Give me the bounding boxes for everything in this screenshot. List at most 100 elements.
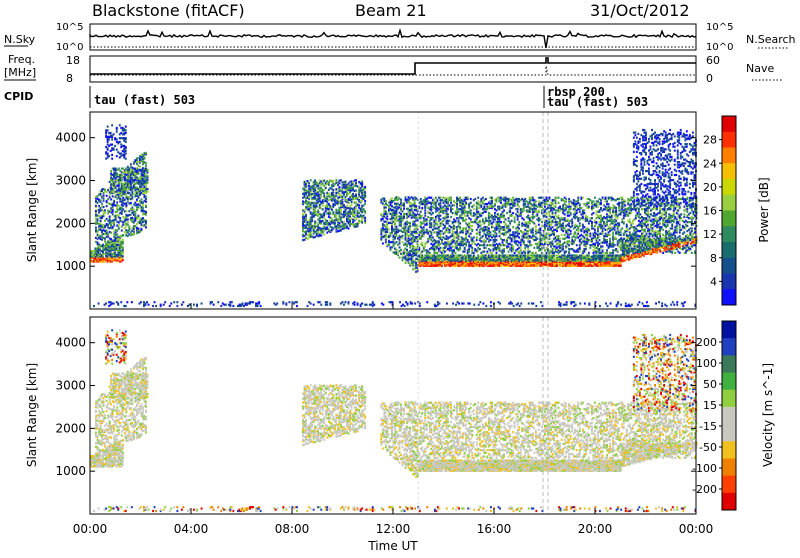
power-cell bbox=[455, 252, 457, 254]
freq-panel-frame bbox=[90, 56, 696, 82]
power-cell bbox=[314, 179, 316, 181]
power-cell bbox=[100, 244, 102, 246]
power-cell bbox=[399, 239, 401, 241]
freq-tick-bottom: 8 bbox=[66, 72, 73, 85]
power-cell bbox=[122, 259, 124, 261]
power-cell bbox=[144, 156, 146, 158]
power-cell bbox=[505, 234, 507, 236]
power-cell bbox=[465, 227, 467, 229]
power-cell bbox=[518, 206, 520, 208]
power-cell bbox=[131, 217, 133, 219]
power-cell bbox=[145, 205, 147, 207]
power-cell bbox=[131, 192, 133, 194]
power-cell bbox=[435, 218, 437, 220]
power-cell bbox=[111, 138, 113, 140]
power-cell bbox=[473, 252, 475, 254]
power-cell bbox=[403, 215, 405, 217]
power-cell bbox=[527, 215, 529, 217]
power-cell bbox=[118, 168, 120, 170]
power-cell bbox=[518, 236, 520, 238]
power-cell bbox=[470, 212, 472, 214]
power-cell bbox=[400, 199, 402, 201]
power-cell bbox=[111, 158, 113, 160]
power-cell bbox=[503, 248, 505, 250]
power-cell bbox=[103, 194, 105, 196]
nsearch-tick-bottom: 10^0 bbox=[706, 42, 733, 53]
power-cell bbox=[430, 231, 432, 233]
power-cell bbox=[323, 193, 325, 195]
beam-title: Beam 21 bbox=[355, 1, 427, 20]
power-cell bbox=[100, 220, 102, 222]
power-cell bbox=[361, 180, 363, 182]
power-cell bbox=[447, 222, 449, 224]
power-cell bbox=[118, 224, 120, 226]
power-cell bbox=[447, 213, 449, 215]
power-cell bbox=[421, 215, 423, 217]
power-cell bbox=[122, 239, 124, 241]
power-cell bbox=[114, 145, 116, 147]
power-cell bbox=[436, 222, 438, 224]
power-cell bbox=[128, 226, 130, 228]
power-cell bbox=[440, 197, 442, 199]
power-cell bbox=[409, 222, 411, 224]
power-cell bbox=[147, 169, 149, 171]
power-cell bbox=[364, 217, 366, 219]
power-cell bbox=[517, 211, 519, 213]
power-cell bbox=[432, 236, 434, 238]
power-cell bbox=[479, 248, 481, 250]
power-cell bbox=[447, 216, 449, 218]
power-cell bbox=[409, 228, 411, 230]
power-cell bbox=[138, 173, 140, 175]
power-cell bbox=[415, 205, 417, 207]
power-cell bbox=[119, 124, 121, 126]
power-cell bbox=[420, 198, 422, 200]
power-cell bbox=[532, 231, 534, 233]
power-cell bbox=[386, 218, 388, 220]
power-cell bbox=[320, 196, 322, 198]
power-cell bbox=[97, 242, 99, 244]
power-cell bbox=[339, 186, 341, 188]
power-cell bbox=[386, 215, 388, 217]
date-title: 31/Oct/2012 bbox=[590, 1, 690, 20]
power-cell bbox=[305, 218, 307, 220]
power-cell bbox=[108, 138, 110, 140]
power-cell bbox=[115, 237, 117, 239]
power-cell bbox=[340, 179, 342, 181]
power-cell bbox=[385, 233, 387, 235]
power-cell bbox=[485, 211, 487, 213]
power-cell bbox=[468, 242, 470, 244]
power-cell bbox=[385, 210, 387, 212]
power-echo-layer bbox=[90, 112, 698, 309]
power-cell bbox=[405, 196, 407, 198]
power-cell bbox=[530, 244, 532, 246]
power-cell bbox=[490, 239, 492, 241]
power-cell bbox=[111, 144, 113, 146]
power-cell bbox=[139, 165, 141, 167]
power-cell bbox=[524, 252, 526, 254]
power-cell bbox=[474, 198, 476, 200]
power-cell bbox=[343, 221, 345, 223]
power-cell bbox=[357, 210, 359, 212]
power-cell bbox=[331, 218, 333, 220]
power-cell bbox=[400, 223, 402, 225]
power-cell bbox=[533, 247, 535, 249]
power-cell bbox=[459, 222, 461, 224]
power-cell bbox=[438, 240, 440, 242]
power-cell bbox=[388, 228, 390, 230]
power-cell bbox=[147, 179, 149, 181]
power-cell bbox=[127, 224, 129, 226]
power-cell bbox=[447, 208, 449, 210]
power-cell bbox=[100, 193, 102, 195]
power-cell bbox=[479, 234, 481, 236]
power-cell bbox=[456, 203, 458, 205]
power-cell bbox=[496, 235, 498, 237]
power-cell bbox=[517, 244, 519, 246]
power-cell bbox=[104, 212, 106, 214]
power-cell bbox=[325, 187, 327, 189]
power-cell bbox=[380, 232, 382, 234]
power-cell bbox=[131, 196, 133, 198]
power-cell bbox=[334, 222, 336, 224]
power-cell bbox=[122, 168, 124, 170]
power-cell bbox=[518, 233, 520, 235]
cpid-segment-3: tau (fast) 503 bbox=[547, 95, 648, 109]
